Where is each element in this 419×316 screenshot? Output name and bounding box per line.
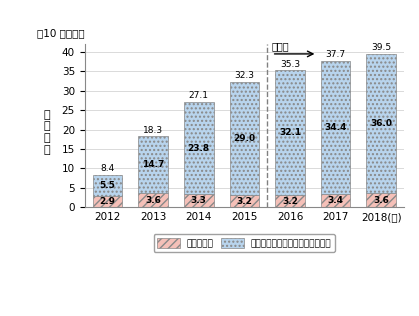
Bar xyxy=(230,82,259,195)
Text: 3.4: 3.4 xyxy=(328,196,344,205)
Text: 14.7: 14.7 xyxy=(142,160,164,169)
Bar xyxy=(184,194,214,207)
Text: 37.7: 37.7 xyxy=(326,50,346,59)
Text: 3.3: 3.3 xyxy=(191,196,207,205)
Bar xyxy=(93,175,122,196)
Text: 5.5: 5.5 xyxy=(100,181,115,190)
Text: 23.8: 23.8 xyxy=(188,144,210,153)
Bar xyxy=(138,136,168,193)
Bar xyxy=(93,196,122,207)
Text: （10 億ドル）: （10 億ドル） xyxy=(37,28,84,38)
Text: 3.6: 3.6 xyxy=(373,196,389,205)
Text: 39.5: 39.5 xyxy=(371,43,391,52)
Text: 32.1: 32.1 xyxy=(279,128,301,137)
Text: 3.2: 3.2 xyxy=(236,197,252,205)
Text: 2.9: 2.9 xyxy=(99,197,116,206)
Bar xyxy=(184,102,214,194)
Text: 8.4: 8.4 xyxy=(100,164,114,173)
Text: 27.1: 27.1 xyxy=(189,92,209,100)
Text: 34.4: 34.4 xyxy=(324,123,347,132)
Bar xyxy=(366,193,396,207)
Bar xyxy=(230,195,259,207)
Bar xyxy=(321,61,350,194)
Text: 36.0: 36.0 xyxy=(370,119,392,128)
Bar xyxy=(321,194,350,207)
Bar xyxy=(366,53,396,193)
Bar xyxy=(275,70,305,195)
Legend: 有料アプリ, 無料アプリ（アプリ内課金含む）: 有料アプリ, 無料アプリ（アプリ内課金含む） xyxy=(154,234,335,252)
Text: 18.3: 18.3 xyxy=(143,126,163,135)
Text: 32.3: 32.3 xyxy=(234,71,254,80)
Text: 29.0: 29.0 xyxy=(233,134,256,143)
Text: 35.3: 35.3 xyxy=(280,60,300,69)
Text: 3.6: 3.6 xyxy=(145,196,161,205)
Text: 3.2: 3.2 xyxy=(282,197,298,205)
Bar xyxy=(275,195,305,207)
Bar xyxy=(138,193,168,207)
Y-axis label: 市
場
規
模: 市 場 規 模 xyxy=(43,110,49,155)
Text: 予測値: 予測値 xyxy=(272,41,290,51)
